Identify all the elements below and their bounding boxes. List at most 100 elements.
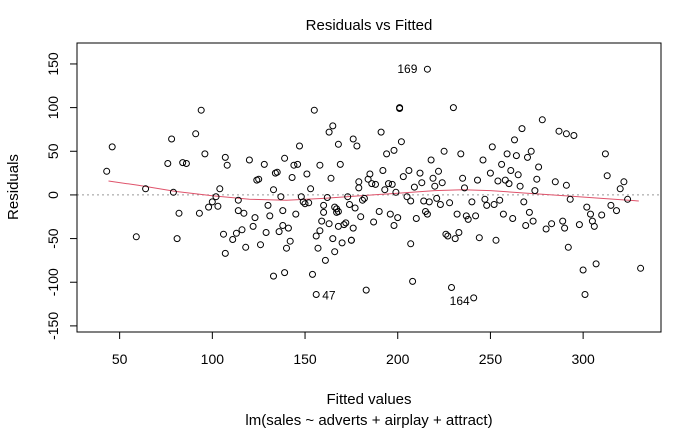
data-point [438,179,446,187]
data-point [433,194,441,202]
data-point [457,150,465,158]
data-point [518,125,526,133]
data-point [325,128,333,136]
data-point [435,167,442,175]
data-point [205,203,213,211]
data-point [459,174,467,182]
data-point [396,105,404,112]
data-point [221,249,229,257]
data-point [399,173,407,181]
data-point [255,175,263,183]
data-point [403,193,411,201]
data-point [392,188,400,196]
data-point [334,222,342,230]
data-point [442,230,450,238]
data-point [453,210,461,218]
y-tick-label: -150 [45,312,61,340]
y-tick-label: -50 [45,228,61,248]
data-point [551,178,559,186]
data-point [232,229,240,237]
data-point [496,196,504,204]
data-point [355,178,363,186]
data-point [425,198,433,206]
data-point [468,198,476,206]
data-point [169,188,177,196]
data-point [613,207,620,215]
data-point [362,286,370,294]
data-point [312,232,320,240]
data-point [405,167,413,174]
data-point [301,200,309,208]
data-point [579,266,587,274]
data-point [624,195,632,203]
data-point [320,201,328,209]
data-point [474,176,481,184]
data-point [418,179,426,187]
data-point [357,213,365,221]
y-tick-label: 150 [45,52,61,76]
data-point [351,204,359,212]
data-point [323,194,331,201]
data-point [283,244,290,252]
x-axis-sublabel: lm(sales ~ adverts + airplay + attract) [245,412,492,429]
data-point [164,160,172,167]
data-point [601,150,609,158]
x-tick-label: 150 [293,351,317,367]
data-point [309,270,316,278]
data-point [334,208,342,215]
data-point [555,127,563,135]
lowess-line [108,180,639,202]
data-point [436,201,444,208]
data-point [240,209,248,217]
data-point [470,294,478,302]
data-point [377,128,385,136]
data-point [592,260,600,268]
data-point [273,168,281,176]
data-point [279,222,287,229]
data-point [329,122,337,130]
data-point [503,150,511,158]
data-point [349,224,357,232]
residual-points [103,65,645,302]
data-point [449,104,457,112]
data-point [329,235,337,243]
data-point [281,154,289,162]
data-point [548,220,556,228]
data-point [290,161,298,169]
data-point [310,106,318,114]
data-point [501,176,509,184]
data-point [245,156,253,164]
data-point [359,196,366,204]
data-point [266,212,274,220]
data-point [483,201,491,209]
data-point [603,172,611,180]
x-axis-label: Fitted values [326,391,411,408]
point-labels: 169 47 164 [322,62,470,308]
data-point [388,180,396,188]
data-point [270,272,277,280]
data-point [321,256,329,264]
data-point [212,193,220,201]
data-point [284,224,292,232]
point-label-169: 169 [397,62,417,76]
data-point [379,167,387,174]
data-point [197,106,205,114]
data-point [583,203,591,211]
data-point [195,209,203,217]
data-point [427,156,435,164]
x-tick-label: 250 [479,351,503,367]
data-point [182,160,190,167]
data-point [286,237,294,245]
data-point [461,184,468,192]
data-point [346,201,353,208]
data-point [385,180,392,188]
data-point [270,186,277,194]
data-point [132,233,140,241]
data-point [390,222,398,229]
data-point [275,228,283,236]
data-point [581,291,589,298]
x-tick-label: 50 [112,351,128,367]
data-point [201,150,209,158]
data-point [509,215,517,222]
smoother-curve [108,180,639,202]
